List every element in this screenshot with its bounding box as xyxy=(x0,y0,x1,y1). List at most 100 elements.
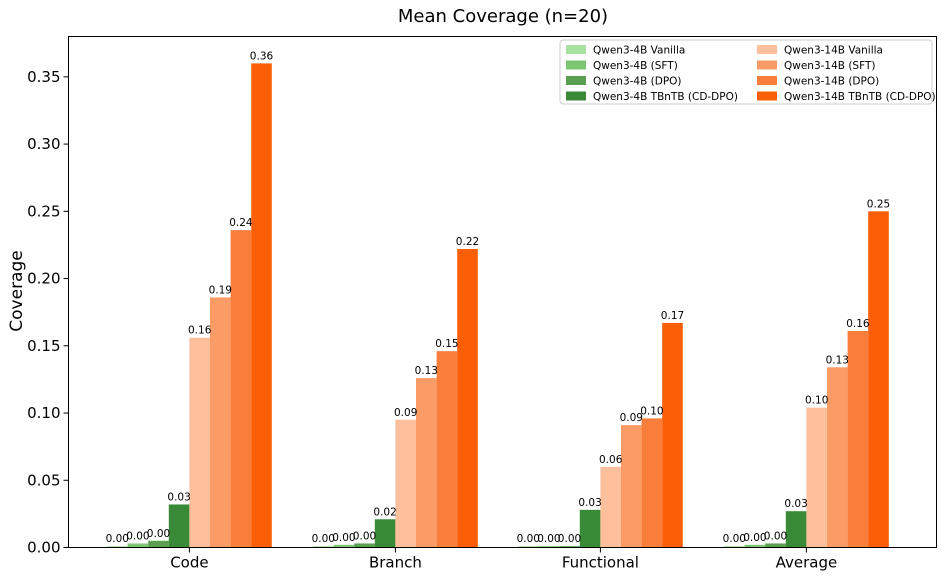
bar-value-label: 0.00 xyxy=(353,530,376,542)
legend-label: Qwen3-4B TBnTB (CD-DPO) xyxy=(593,91,738,103)
bar xyxy=(107,546,128,548)
legend-swatch xyxy=(566,45,586,54)
legend-label: Qwen3-4B (DPO) xyxy=(593,76,682,88)
bar-value-label: 0.17 xyxy=(661,310,684,322)
bar-value-label: 0.03 xyxy=(578,497,601,509)
legend-swatch xyxy=(566,91,586,101)
x-ticks: Code Branch Functional Average xyxy=(170,547,838,572)
bar-value-label: 0.22 xyxy=(456,236,479,248)
bar-value-label: 0.00 xyxy=(764,530,787,542)
plot-frame xyxy=(68,36,937,548)
bar-value-label: 0.00 xyxy=(332,532,355,544)
bar xyxy=(230,230,252,548)
bar-value-label: 0.00 xyxy=(312,533,335,545)
bar xyxy=(621,425,642,548)
y-axis-label: Coverage xyxy=(7,250,27,331)
bar xyxy=(354,543,375,548)
bar xyxy=(374,519,396,548)
y-ticks: 0.00 0.05 0.10 0.15 0.20 0.25 0.30 0.35 xyxy=(27,68,69,557)
bar xyxy=(538,546,560,548)
bar-value-label: 0.00 xyxy=(723,533,746,545)
bar-value-label: 0.24 xyxy=(229,217,253,229)
legend-label: Qwen3-14B (DPO) xyxy=(784,76,879,88)
bar-value-label: 0.15 xyxy=(435,338,458,350)
legend: Qwen3-4B Vanilla Qwen3-4B (SFT) Qwen3-4B (… xyxy=(559,39,936,105)
bar xyxy=(724,546,745,548)
bar xyxy=(436,351,458,548)
bar-value-label: 0.03 xyxy=(167,491,190,503)
bar-labels-group: 0.000.000.000.030.160.190.240.360.000.00… xyxy=(106,50,891,545)
bar-value-label: 0.00 xyxy=(558,533,581,545)
bar-value-label: 0.00 xyxy=(126,530,149,542)
bar xyxy=(827,367,848,548)
bar-value-label: 0.00 xyxy=(106,533,129,545)
bar xyxy=(127,543,149,548)
x-tick-label: Code xyxy=(170,554,208,572)
bar xyxy=(416,378,437,548)
bar-value-label: 0.02 xyxy=(373,506,396,518)
y-tick-label: 0.30 xyxy=(27,135,60,153)
legend-swatch xyxy=(757,60,777,70)
bar xyxy=(600,466,621,548)
legend-swatch xyxy=(757,45,777,54)
legend-box xyxy=(559,39,933,105)
bar-value-label: 0.10 xyxy=(640,405,663,417)
x-tick-label: Average xyxy=(776,554,838,572)
bar-value-label: 0.00 xyxy=(537,533,560,545)
legend-swatch xyxy=(566,76,586,85)
chart-title: Mean Coverage (n=20) xyxy=(398,6,608,27)
bar-value-label: 0.25 xyxy=(867,198,890,210)
bar-value-label: 0.16 xyxy=(846,318,870,330)
y-tick-label: 0.35 xyxy=(27,68,60,86)
bar xyxy=(806,407,827,548)
bar xyxy=(210,297,231,548)
bar xyxy=(662,322,683,548)
legend-label: Qwen3-4B (SFT) xyxy=(593,60,678,72)
y-tick-label: 0.05 xyxy=(27,471,60,489)
y-tick-label: 0.20 xyxy=(27,270,60,288)
x-tick-label: Branch xyxy=(369,554,422,572)
bar xyxy=(559,546,580,548)
bar-series-group xyxy=(107,63,889,548)
legend-label: Qwen3-14B Vanilla xyxy=(784,45,883,57)
bar xyxy=(765,543,786,548)
bar-value-label: 0.06 xyxy=(599,454,623,466)
bar xyxy=(579,509,601,548)
bar xyxy=(333,544,355,548)
bar-value-label: 0.09 xyxy=(394,407,417,419)
legend-label: Qwen3-4B Vanilla xyxy=(593,45,685,57)
bar xyxy=(457,248,478,548)
legend-swatch xyxy=(566,60,586,70)
x-tick-label: Functional xyxy=(562,554,639,572)
bar xyxy=(148,540,169,548)
bar-value-label: 0.16 xyxy=(188,325,212,337)
legend-swatch xyxy=(757,76,777,85)
bar xyxy=(313,546,334,548)
bar xyxy=(641,418,663,548)
bar-value-label: 0.09 xyxy=(620,412,643,424)
bar xyxy=(518,546,539,548)
y-tick-label: 0.10 xyxy=(27,404,60,422)
bar xyxy=(868,211,889,548)
bar xyxy=(847,330,869,548)
y-tick-label: 0.25 xyxy=(27,202,60,220)
bar-value-label: 0.03 xyxy=(784,498,807,510)
bar xyxy=(168,504,190,548)
legend-swatch xyxy=(757,91,777,101)
bar-value-label: 0.36 xyxy=(250,50,274,62)
bar-value-label: 0.00 xyxy=(743,532,766,544)
bar xyxy=(744,544,766,548)
bar xyxy=(251,63,272,548)
bar-value-label: 0.00 xyxy=(147,528,170,540)
bar-value-label: 0.13 xyxy=(826,354,849,366)
bar xyxy=(189,337,210,548)
bar-value-label: 0.19 xyxy=(209,284,232,296)
bar xyxy=(395,419,416,548)
bar xyxy=(785,511,807,548)
y-tick-label: 0.00 xyxy=(27,539,60,557)
legend-label: Qwen3-14B (SFT) xyxy=(784,60,875,72)
y-tick-label: 0.15 xyxy=(27,337,60,355)
bar-value-label: 0.13 xyxy=(415,365,438,377)
